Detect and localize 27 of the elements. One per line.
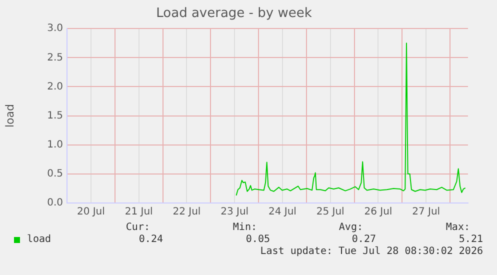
legend-label: load <box>27 234 52 246</box>
y-tick-label: 0.0 <box>47 198 63 209</box>
text: 0.24 <box>138 234 163 246</box>
x-tick-label: 25 Jul <box>316 206 344 218</box>
y-tick-label: 1.0 <box>47 139 63 150</box>
text: Avg: <box>338 222 363 234</box>
x-tick-label: 22 Jul <box>172 206 201 218</box>
y-axis-title: load <box>3 104 16 128</box>
x-tick-label: 23 Jul <box>220 206 249 218</box>
y-tick-label: 2.0 <box>47 81 63 92</box>
text: Last update: Tue Jul 28 08:30:02 2026 <box>260 246 483 258</box>
text: 0.27 <box>352 234 376 246</box>
x-tick-label: 24 Jul <box>268 206 296 218</box>
x-tick-label: 27 Jul <box>412 206 440 218</box>
chart-title: Load average - by week <box>156 6 312 22</box>
y-tick-label: 2.5 <box>47 52 63 64</box>
x-tick-label: 26 Jul <box>364 206 392 218</box>
text: Min: <box>232 222 257 234</box>
text: Cur: <box>126 222 150 234</box>
x-tick-label: 21 Jul <box>124 206 153 218</box>
y-tick-label: 3.0 <box>47 23 63 34</box>
y-tick-label: 1.5 <box>47 110 63 122</box>
text: 5.21 <box>458 234 483 246</box>
y-tick-label: 0.5 <box>47 168 63 180</box>
text: Max: <box>446 222 470 234</box>
x-tick-label: 20 Jul <box>76 206 105 218</box>
text: 0.05 <box>246 234 270 246</box>
